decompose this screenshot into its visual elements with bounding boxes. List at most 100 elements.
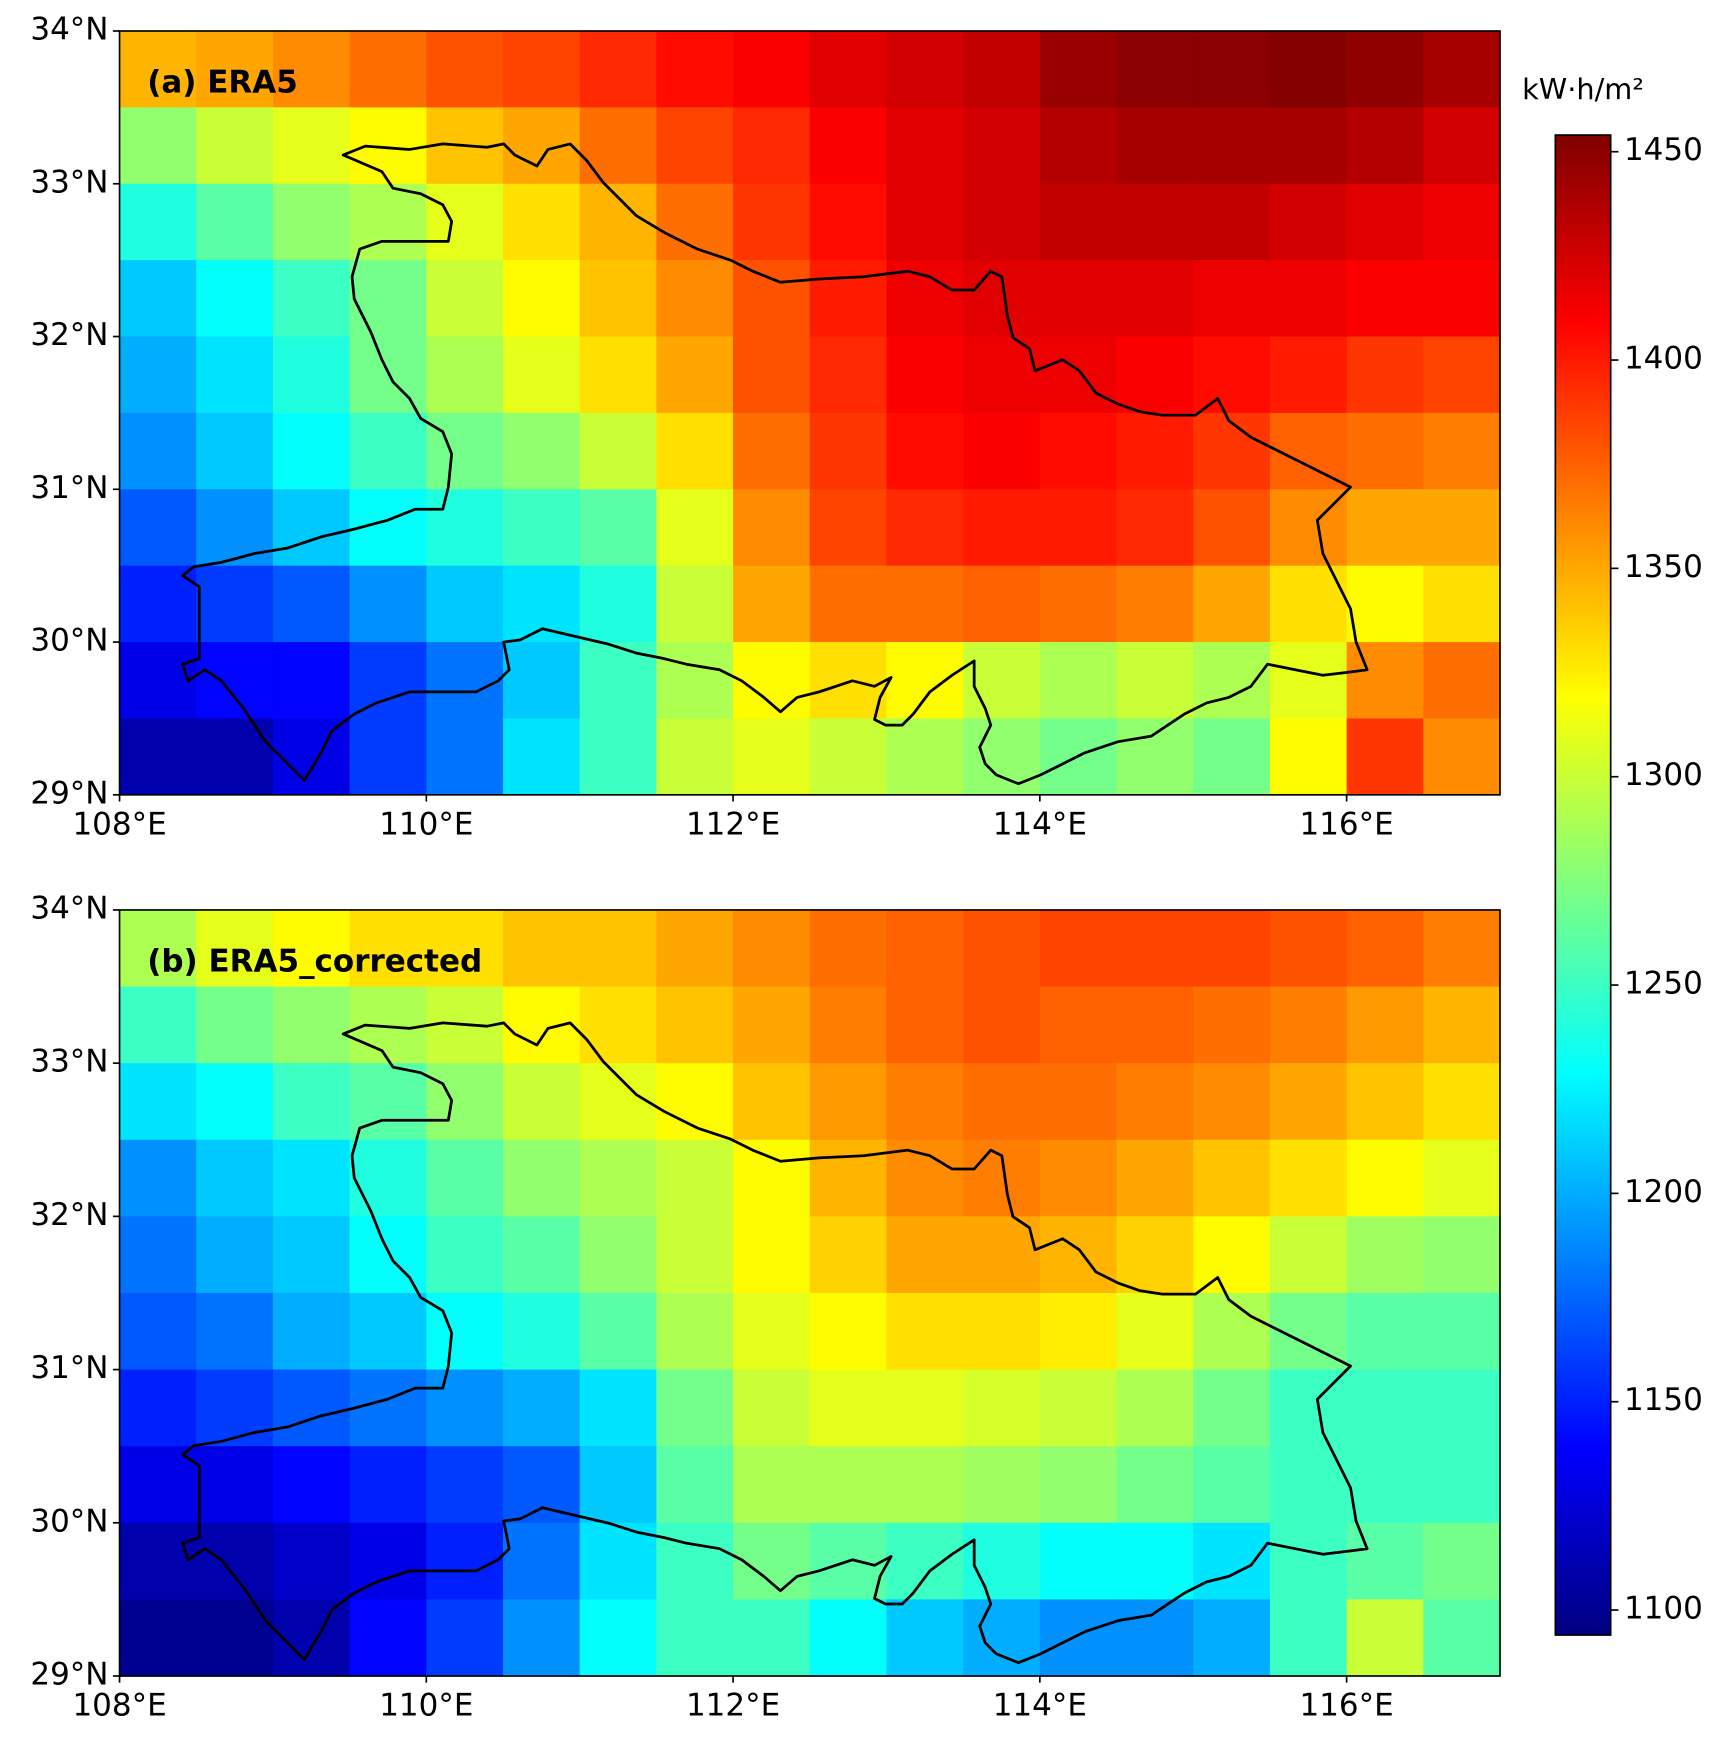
cell — [119, 1139, 197, 1218]
cell — [733, 565, 811, 643]
cell — [1116, 1369, 1194, 1447]
cell — [426, 1063, 504, 1141]
cell — [579, 565, 658, 643]
cell — [349, 1292, 427, 1371]
cell — [1423, 1292, 1501, 1371]
cell — [963, 909, 1041, 988]
cell — [1116, 1063, 1194, 1141]
axes-frame — [118, 909, 1501, 1677]
cell — [1039, 642, 1118, 720]
cell — [1423, 412, 1501, 490]
cell — [809, 260, 888, 338]
cell — [963, 412, 1041, 490]
cell — [272, 107, 351, 185]
cell — [272, 1216, 351, 1294]
cell — [1039, 1216, 1118, 1294]
panel-title: (b) ERA5_corrected — [147, 944, 482, 980]
cell — [119, 336, 197, 414]
cell — [1423, 642, 1501, 720]
cell — [426, 1292, 504, 1371]
cell — [1193, 183, 1271, 261]
cell — [503, 718, 581, 796]
cell — [1116, 986, 1194, 1064]
cell — [503, 336, 581, 414]
cell — [426, 336, 504, 414]
cell — [503, 1063, 581, 1141]
cell — [1116, 718, 1194, 796]
cell — [349, 909, 427, 988]
cell — [733, 718, 811, 796]
cell — [1193, 1292, 1271, 1371]
cell — [656, 107, 734, 185]
cell — [1193, 107, 1271, 185]
cell — [426, 183, 504, 261]
cell — [886, 30, 964, 109]
x-tick-label: 112°E — [686, 806, 780, 842]
cell — [1269, 30, 1348, 109]
cell — [1116, 183, 1194, 261]
cell — [1039, 909, 1118, 988]
x-tick-label: 110°E — [379, 1687, 473, 1723]
cell — [1039, 260, 1118, 338]
cell — [119, 565, 197, 643]
cell — [809, 718, 888, 796]
cell — [196, 1369, 274, 1447]
cell — [1346, 986, 1424, 1064]
cell — [733, 30, 811, 109]
cell — [503, 260, 581, 338]
cell — [656, 412, 734, 490]
cell — [1423, 1139, 1501, 1218]
cell — [1269, 1522, 1348, 1601]
cell — [1193, 489, 1271, 567]
cell — [196, 1599, 274, 1677]
cell — [272, 260, 351, 338]
cell — [1346, 1446, 1424, 1524]
cell — [349, 1522, 427, 1601]
colorbar-tick-label: 1350 — [1624, 549, 1703, 585]
cell — [656, 1216, 734, 1294]
cell — [1269, 107, 1348, 185]
cell — [1423, 718, 1501, 796]
y-tick-label: 29°N — [30, 1656, 108, 1692]
cell — [272, 489, 351, 567]
cell — [1039, 1292, 1118, 1371]
cell — [119, 1292, 197, 1371]
cell — [733, 107, 811, 185]
cell — [1039, 1369, 1118, 1447]
cell — [196, 1446, 274, 1524]
cell — [272, 1522, 351, 1601]
cell — [503, 1522, 581, 1601]
cell — [272, 1139, 351, 1218]
x-tick-label: 108°E — [72, 806, 166, 842]
panel-title: (a) ERA5 — [147, 65, 298, 101]
cell — [196, 489, 274, 567]
cell — [349, 1446, 427, 1524]
cell — [963, 30, 1041, 109]
cell — [119, 30, 197, 109]
cell — [1346, 642, 1424, 720]
panel: 108°E 110°E 112°E 114°E 116°E 29°N 30°N 31°N 32°… — [30, 11, 1501, 842]
cell — [349, 260, 427, 338]
cell — [196, 260, 274, 338]
cell — [119, 183, 197, 261]
cell — [272, 336, 351, 414]
cell — [579, 986, 658, 1064]
cell — [196, 909, 274, 988]
cell — [1193, 1216, 1271, 1294]
cell — [886, 1446, 964, 1524]
cell — [886, 1522, 964, 1601]
colorbar-tick-label: 1100 — [1624, 1591, 1703, 1627]
cell — [963, 107, 1041, 185]
cell — [963, 489, 1041, 567]
cell — [119, 986, 197, 1064]
cell — [579, 1446, 658, 1524]
cell — [1346, 183, 1424, 261]
cell — [1423, 336, 1501, 414]
cell — [1423, 183, 1501, 261]
cell — [1346, 565, 1424, 643]
cell — [1193, 909, 1271, 988]
cell — [1269, 1063, 1348, 1141]
cell — [1116, 565, 1194, 643]
cell — [579, 1292, 658, 1371]
cell — [963, 336, 1041, 414]
